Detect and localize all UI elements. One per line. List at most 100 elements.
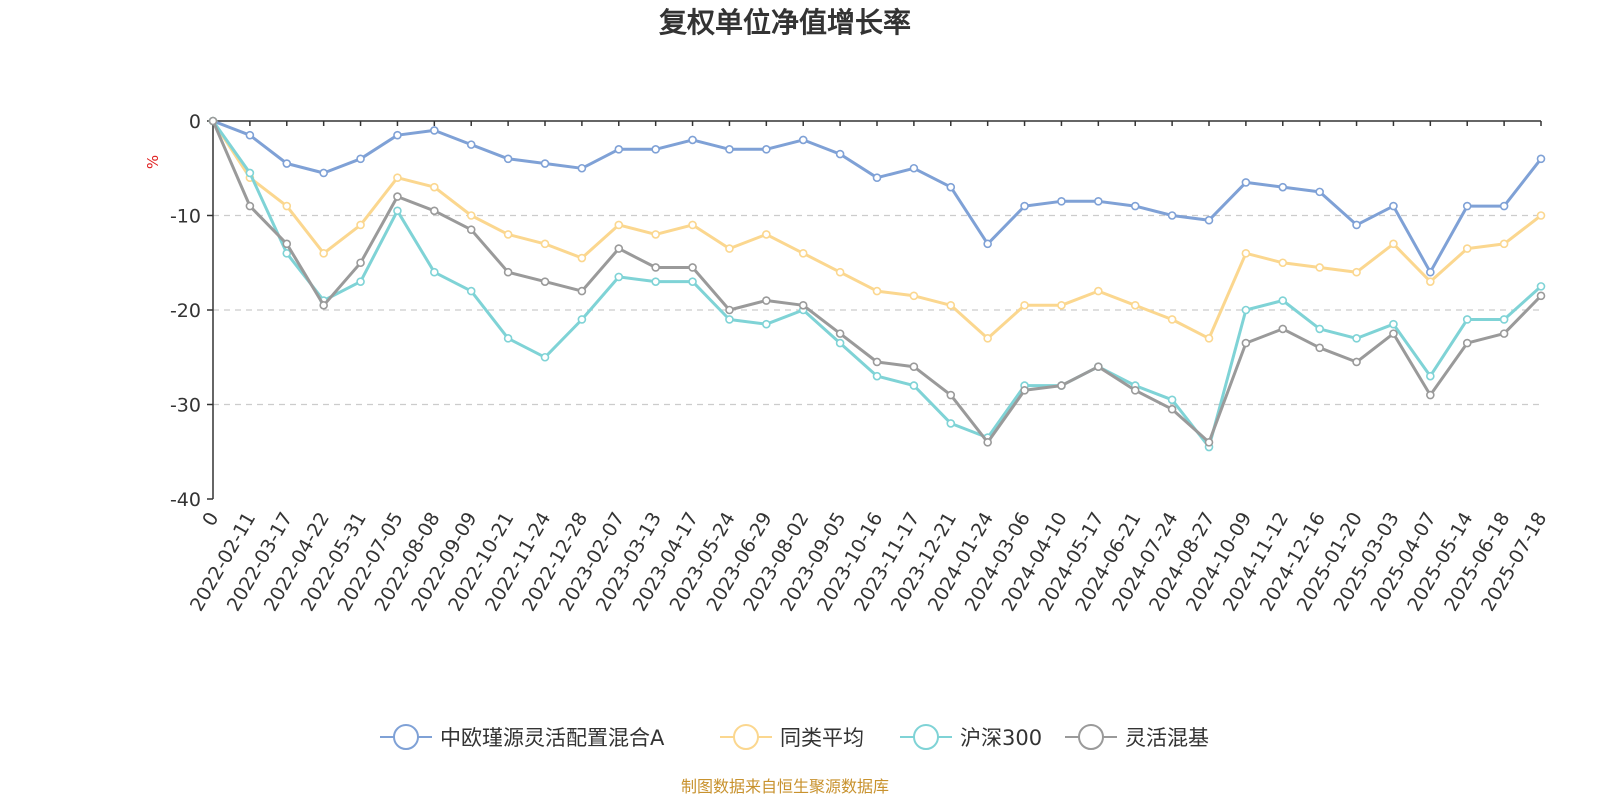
data-point: [1536, 154, 1546, 164]
data-point: [1389, 201, 1398, 211]
data-point: [577, 163, 587, 173]
data-point: [762, 145, 771, 154]
x-tick-label: 0: [198, 509, 223, 530]
data-point: [762, 296, 771, 305]
series-lines: [208, 116, 1546, 452]
data-point: [909, 381, 919, 390]
series-4: [208, 116, 1546, 447]
data-point: [1352, 357, 1361, 367]
data-point: [1204, 215, 1214, 225]
data-point: [1278, 324, 1288, 334]
data-point: [319, 300, 328, 310]
series-3: [208, 116, 1546, 452]
data-point: [762, 319, 771, 329]
data-point: [1462, 244, 1472, 253]
data-point: [356, 220, 365, 230]
data-point: [983, 437, 992, 447]
data-point: [1167, 395, 1177, 405]
data-point: [245, 201, 255, 211]
series-2: [208, 116, 1546, 343]
data-point: [503, 230, 513, 239]
data-point: [1278, 258, 1288, 268]
y-tick-label: -40: [170, 489, 201, 511]
y-tick-label: -10: [170, 206, 201, 228]
data-point: [1130, 386, 1140, 395]
data-point: [725, 305, 734, 315]
data-point: [282, 239, 292, 249]
data-point: [540, 277, 550, 286]
data-point: [1389, 329, 1398, 338]
data-point: [614, 220, 624, 230]
data-point: [1130, 300, 1140, 310]
data-point: [540, 352, 550, 362]
data-point: [1426, 277, 1435, 286]
data-point: [688, 263, 697, 272]
data-point: [725, 145, 734, 154]
data-point: [503, 154, 513, 164]
data-point: [1020, 386, 1029, 395]
data-point: [1167, 211, 1177, 220]
series-line: [211, 120, 1542, 340]
data-point: [1499, 329, 1509, 338]
data-point: [835, 149, 845, 159]
chart-title: 复权单位净值增长率: [659, 6, 911, 39]
data-point: [245, 130, 255, 140]
data-point: [1499, 315, 1509, 324]
data-point: [430, 182, 439, 192]
legend-item[interactable]: 沪深300: [900, 724, 1042, 750]
y-axis-unit: %: [144, 155, 162, 169]
y-tick-label: 0: [189, 111, 201, 133]
data-point: [1094, 362, 1103, 372]
data-point: [356, 154, 365, 164]
data-point: [319, 168, 328, 178]
data-point: [614, 244, 624, 253]
data-point: [430, 267, 439, 277]
data-point: [1204, 334, 1214, 343]
legend-item[interactable]: 中欧瑾源灵活配置混合A: [380, 724, 665, 750]
data-point: [651, 145, 660, 154]
data-point: [466, 225, 476, 234]
series-line: [211, 120, 1543, 449]
data-point: [1315, 324, 1324, 334]
data-point: [983, 334, 992, 343]
data-point: [577, 253, 587, 263]
data-point: [946, 182, 956, 192]
legend-item[interactable]: 同类平均: [720, 724, 864, 750]
data-point: [577, 286, 587, 296]
data-point: [725, 244, 734, 253]
legend-label: 中欧瑾源灵活配置混合A: [440, 726, 665, 750]
data-point: [356, 258, 365, 268]
data-point: [430, 206, 439, 216]
data-point: [466, 211, 476, 220]
data-point: [393, 192, 402, 201]
data-point: [835, 267, 845, 277]
data-point: [1241, 338, 1251, 348]
data-point: [1057, 197, 1066, 206]
data-point: [430, 126, 439, 135]
data-point: [725, 315, 734, 324]
legend-marker: [733, 724, 759, 750]
data-point: [1020, 201, 1029, 211]
data-point: [1167, 315, 1177, 324]
data-point: [1536, 291, 1546, 301]
data-point: [946, 300, 956, 310]
data-point: [688, 135, 697, 145]
data-point: [1315, 187, 1324, 197]
data-point: [1057, 300, 1066, 310]
data-point: [1278, 182, 1288, 192]
data-point: [1130, 201, 1140, 211]
data-point: [614, 145, 624, 154]
y-tick-label: -30: [170, 395, 201, 417]
data-point: [577, 315, 587, 324]
data-point: [1499, 201, 1509, 211]
data-point: [1462, 315, 1472, 324]
data-point: [503, 334, 513, 343]
legend-item[interactable]: 灵活混基: [1065, 724, 1209, 750]
data-point: [208, 116, 218, 126]
data-point: [1352, 267, 1361, 277]
data-point: [983, 239, 992, 249]
data-point: [1426, 267, 1435, 277]
data-point: [651, 230, 660, 239]
y-tick-label: -20: [170, 300, 201, 322]
